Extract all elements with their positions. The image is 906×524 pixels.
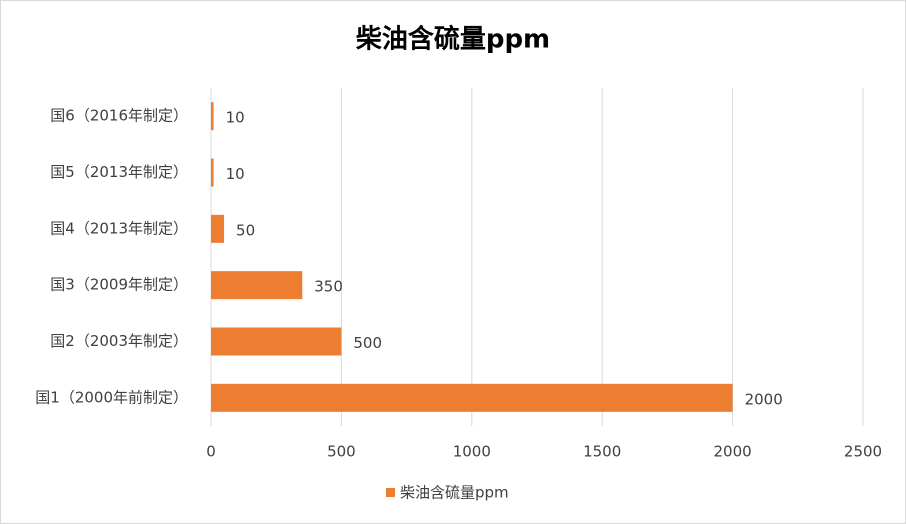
- bar: [211, 158, 214, 187]
- x-tick-label: 500: [327, 443, 356, 461]
- x-tick-label: 2000: [714, 443, 752, 461]
- y-tick-label: 国6（2016年制定）: [50, 107, 188, 125]
- y-tick-label: 国1（2000年前制定）: [35, 388, 188, 406]
- legend-label: 柴油含硫量ppm: [400, 484, 509, 502]
- bar: [211, 327, 342, 356]
- value-label: 10: [226, 109, 245, 127]
- y-tick-label: 国3（2009年制定）: [50, 276, 188, 294]
- legend-swatch: [386, 488, 395, 497]
- bar: [211, 383, 733, 412]
- value-label: 50: [236, 221, 255, 239]
- bar: [211, 214, 225, 243]
- value-label: 2000: [745, 390, 783, 408]
- bar: [211, 271, 303, 300]
- y-tick-label: 国2（2003年制定）: [50, 332, 188, 350]
- x-tick-label: 1000: [453, 443, 491, 461]
- y-tick-label: 国4（2013年制定）: [50, 219, 188, 237]
- chart-title: 柴油含硫量ppm: [355, 24, 550, 55]
- value-label: 350: [314, 278, 343, 296]
- x-tick-label: 1500: [583, 443, 621, 461]
- x-tick-label: 0: [206, 443, 216, 461]
- x-tick-label: 2500: [844, 443, 882, 461]
- bar: [211, 102, 214, 131]
- value-label: 10: [226, 165, 245, 183]
- value-label: 500: [353, 334, 382, 352]
- y-tick-label: 国5（2013年制定）: [50, 163, 188, 181]
